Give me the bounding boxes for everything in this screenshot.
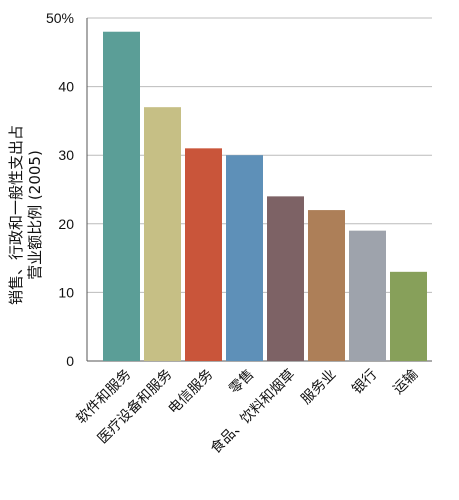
y-axis-label-line-2: 营业额比例 (2005) [26, 150, 45, 280]
bar-6 [308, 210, 345, 361]
y-tick-label: 10 [58, 284, 74, 300]
y-tick-label: 0 [66, 353, 74, 369]
bar-3 [185, 148, 222, 361]
bar-8 [390, 271, 427, 361]
bar-1 [103, 31, 140, 361]
x-tick-label: 医疗设备和服务 [94, 366, 175, 447]
x-tick-label: 零售 [226, 367, 257, 398]
y-tick-label: 50% [46, 10, 74, 26]
bar-7 [349, 230, 386, 361]
bar-4 [226, 155, 263, 361]
bars [103, 31, 427, 362]
bar-5 [267, 196, 304, 361]
y-tick-label: 30 [58, 147, 74, 163]
x-tick-label: 运输 [390, 367, 421, 398]
y-tick-label: 20 [58, 216, 74, 232]
bar-2 [144, 107, 181, 362]
x-tick-label: 银行 [349, 367, 380, 398]
y-axis-label-line-1: 销售、行政和一般性支出占 [7, 124, 26, 306]
y-tick-labels: 0 10 20 30 40 50% [46, 10, 74, 369]
x-tick-label: 电信服务 [165, 367, 216, 418]
x-tick-label: 服务业 [298, 367, 339, 408]
y-axis-label: 销售、行政和一般性支出占 营业额比例 (2005) [5, 95, 47, 335]
y-tick-label: 40 [58, 79, 74, 95]
